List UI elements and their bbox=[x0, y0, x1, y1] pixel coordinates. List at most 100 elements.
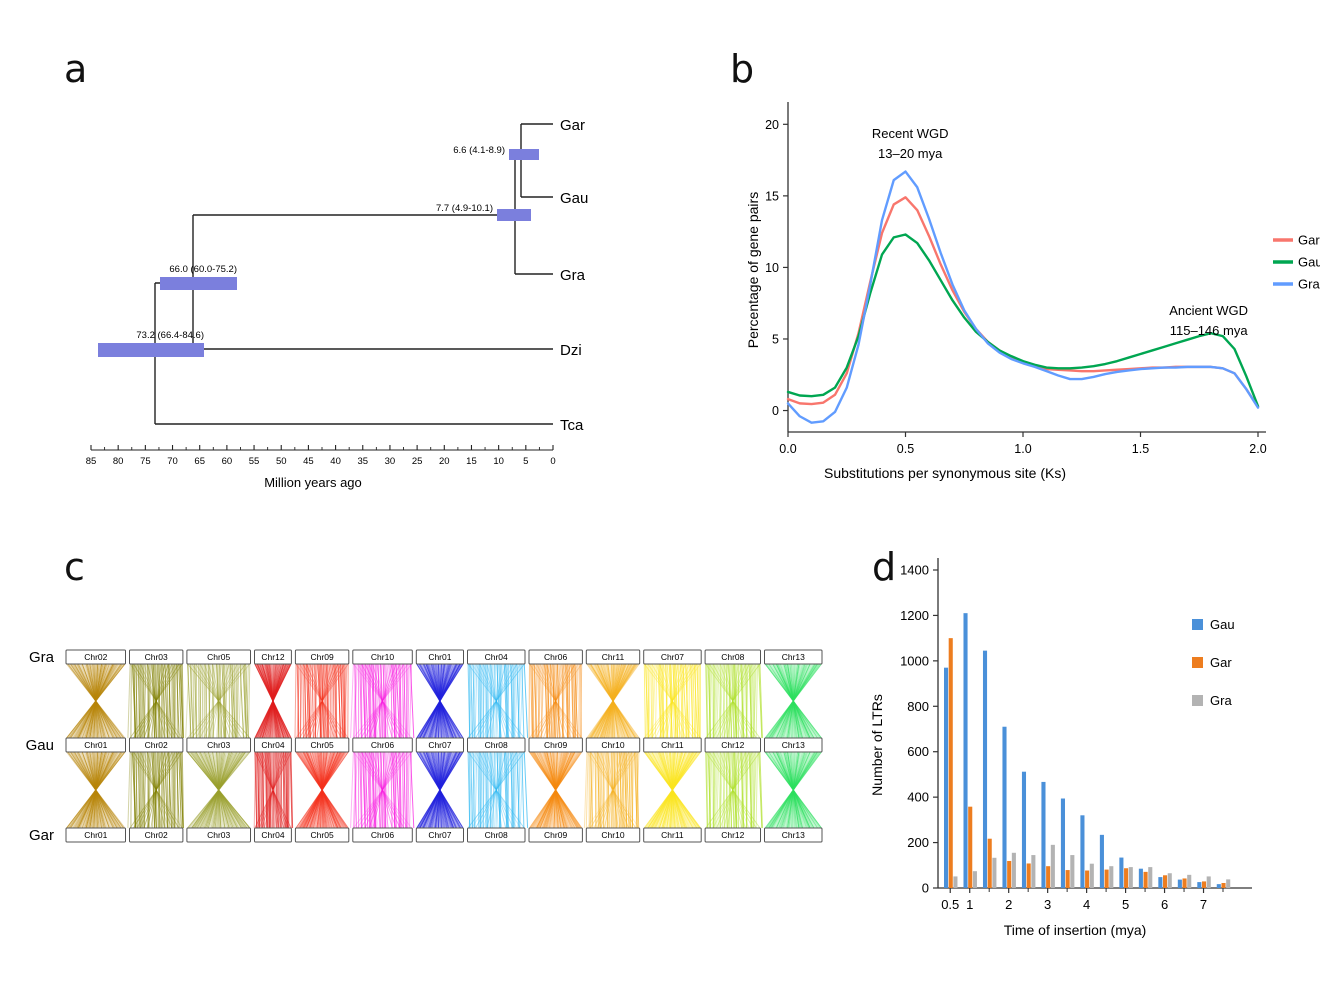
synteny-ribbon bbox=[529, 751, 583, 829]
chromosome-label-gau-chr11: Chr11 bbox=[661, 740, 684, 750]
synteny-ribbon bbox=[549, 663, 553, 739]
synteny-ribbon bbox=[546, 663, 549, 739]
synteny-ribbon bbox=[208, 663, 211, 739]
synteny-ribbon bbox=[723, 751, 725, 829]
synteny-ribbon bbox=[606, 751, 611, 829]
synteny-ribbon bbox=[377, 663, 381, 739]
synteny-ribbon bbox=[341, 663, 345, 739]
time-axis-tick-label: 15 bbox=[466, 456, 477, 467]
chromosome-label-gar-chr12: Chr12 bbox=[721, 830, 744, 840]
synteny-ribbon bbox=[765, 663, 821, 739]
synteny-ribbon bbox=[486, 751, 489, 829]
synteny-ribbon bbox=[223, 663, 227, 739]
synteny-ribbon bbox=[606, 751, 609, 829]
ltr-bar-gar bbox=[1007, 860, 1012, 888]
synteny-ribbon bbox=[600, 751, 626, 829]
ltr-x-tick-label: 7 bbox=[1200, 897, 1207, 912]
synteny-ribbon bbox=[217, 663, 220, 739]
chromosome-label-gar-chr10: Chr10 bbox=[601, 830, 624, 840]
synteny-ribbon bbox=[201, 663, 204, 739]
synteny-ribbon bbox=[403, 663, 406, 739]
ci-bar-n66 bbox=[160, 277, 237, 290]
synteny-ribbon bbox=[282, 751, 285, 829]
ks-annotation-ancient-wgd-line1: Ancient WGD bbox=[1169, 303, 1248, 318]
synteny-ribbon bbox=[516, 663, 520, 739]
chromosome-box-gar-chr12 bbox=[704, 827, 761, 843]
synteny-ribbon bbox=[759, 663, 763, 739]
synteny-ribbon bbox=[367, 751, 371, 829]
synteny-ribbon bbox=[384, 751, 389, 829]
synteny-ribbon bbox=[675, 663, 679, 739]
synteny-ribbon bbox=[66, 663, 126, 739]
panel-a-axis-title: Million years ago bbox=[264, 475, 362, 490]
synteny-svg: Chr02 Chr03 Chr05 Chr12 Chr09 Chr10 Chr01 Chr04… bbox=[26, 649, 823, 844]
node-label-gossypium: 7.7 (4.9-10.1) bbox=[436, 203, 493, 214]
synteny-ribbon bbox=[199, 663, 202, 739]
ks-legend: Gar Gau Gra bbox=[1273, 233, 1320, 292]
synteny-chromosome-boxes: Chr02 Chr03 Chr05 Chr12 Chr09 Chr10 Chr01 Chr04… bbox=[65, 649, 823, 843]
chromosome-block: Chr08 bbox=[704, 649, 761, 665]
synteny-ribbon bbox=[561, 663, 564, 739]
panel-b-letter: b bbox=[730, 47, 755, 91]
ltr-ylabel: Number of LTRs bbox=[869, 694, 885, 796]
node-label-root: 73.2 (66.4-84.6) bbox=[136, 330, 204, 341]
synteny-ribbon bbox=[216, 663, 222, 739]
synteny-ribbon bbox=[364, 663, 369, 739]
synteny-ribbon bbox=[740, 663, 744, 739]
synteny-ribbon bbox=[151, 663, 156, 739]
synteny-ribbon bbox=[523, 751, 529, 829]
synteny-ribbon bbox=[290, 751, 294, 829]
ltr-bar-gra bbox=[1187, 874, 1192, 888]
synteny-ribbon bbox=[146, 663, 150, 739]
synteny-ribbon bbox=[552, 663, 556, 739]
synteny-ribbon bbox=[624, 751, 628, 829]
synteny-ribbon bbox=[489, 751, 493, 829]
synteny-ribbon bbox=[181, 751, 184, 829]
synteny-ribbon bbox=[394, 663, 397, 739]
synteny-ribbon bbox=[160, 751, 163, 829]
synteny-ribbon bbox=[752, 663, 755, 739]
synteny-ribbon bbox=[295, 751, 349, 829]
chromosome-block: Chr03 bbox=[186, 827, 251, 843]
synteny-ribbon bbox=[552, 663, 555, 739]
chromosome-label-gra-chr07: Chr07 bbox=[661, 652, 684, 662]
synteny-ribbon bbox=[364, 663, 367, 739]
synteny-ribbon bbox=[295, 751, 349, 829]
chromosome-box-gra-chr09 bbox=[294, 649, 350, 665]
synteny-ribbon bbox=[141, 663, 143, 739]
ks-x-tick-label: 0.5 bbox=[897, 442, 914, 456]
ltr-bar-gau bbox=[1158, 877, 1163, 888]
synteny-ribbon bbox=[394, 751, 398, 829]
synteny-ribbon bbox=[593, 751, 633, 829]
synteny-ribbon bbox=[295, 663, 349, 739]
ltr-bar-gar bbox=[968, 806, 973, 888]
synteny-ribbon bbox=[359, 751, 362, 829]
ltr-bar-gra bbox=[1148, 867, 1153, 888]
synteny-ribbon bbox=[368, 663, 397, 739]
ltr-y-tick-label: 600 bbox=[907, 744, 929, 759]
chromosome-block: Chr01 bbox=[65, 737, 126, 753]
synteny-ribbon bbox=[712, 751, 716, 829]
synteny-ribbon bbox=[719, 663, 724, 739]
synteny-ribbon bbox=[503, 663, 508, 739]
panel-d-ltr-histogram: d 0 200 400 600 800 1000 1200 1400 0.5 1 2 3 4 5 6 7 Ga… bbox=[860, 510, 1320, 981]
chromosome-block: Chr08 bbox=[467, 737, 526, 753]
synteny-ribbon bbox=[205, 663, 207, 739]
ks-annotation-recent-wgd-line1: Recent WGD bbox=[872, 126, 949, 141]
chromosome-label-gau-chr06: Chr06 bbox=[371, 740, 394, 750]
synteny-ribbon bbox=[369, 663, 372, 739]
synteny-ribbon bbox=[288, 751, 290, 829]
chromosome-box-gra-chr02 bbox=[65, 649, 126, 665]
synteny-ribbon bbox=[207, 663, 211, 739]
chromosome-box-gra-chr05 bbox=[186, 649, 251, 665]
synteny-ribbon bbox=[759, 751, 763, 829]
synteny-ribbon bbox=[283, 751, 287, 829]
synteny-ribbon bbox=[740, 751, 744, 829]
synteny-ribbon bbox=[314, 663, 318, 739]
synteny-ribbon bbox=[305, 663, 339, 739]
synteny-ribbon bbox=[302, 663, 304, 739]
synteny-ribbon bbox=[228, 663, 231, 739]
synteny-ribbon bbox=[364, 751, 367, 829]
synteny-ribbon bbox=[728, 751, 731, 829]
ltr-x-tick-label: 4 bbox=[1083, 897, 1090, 912]
